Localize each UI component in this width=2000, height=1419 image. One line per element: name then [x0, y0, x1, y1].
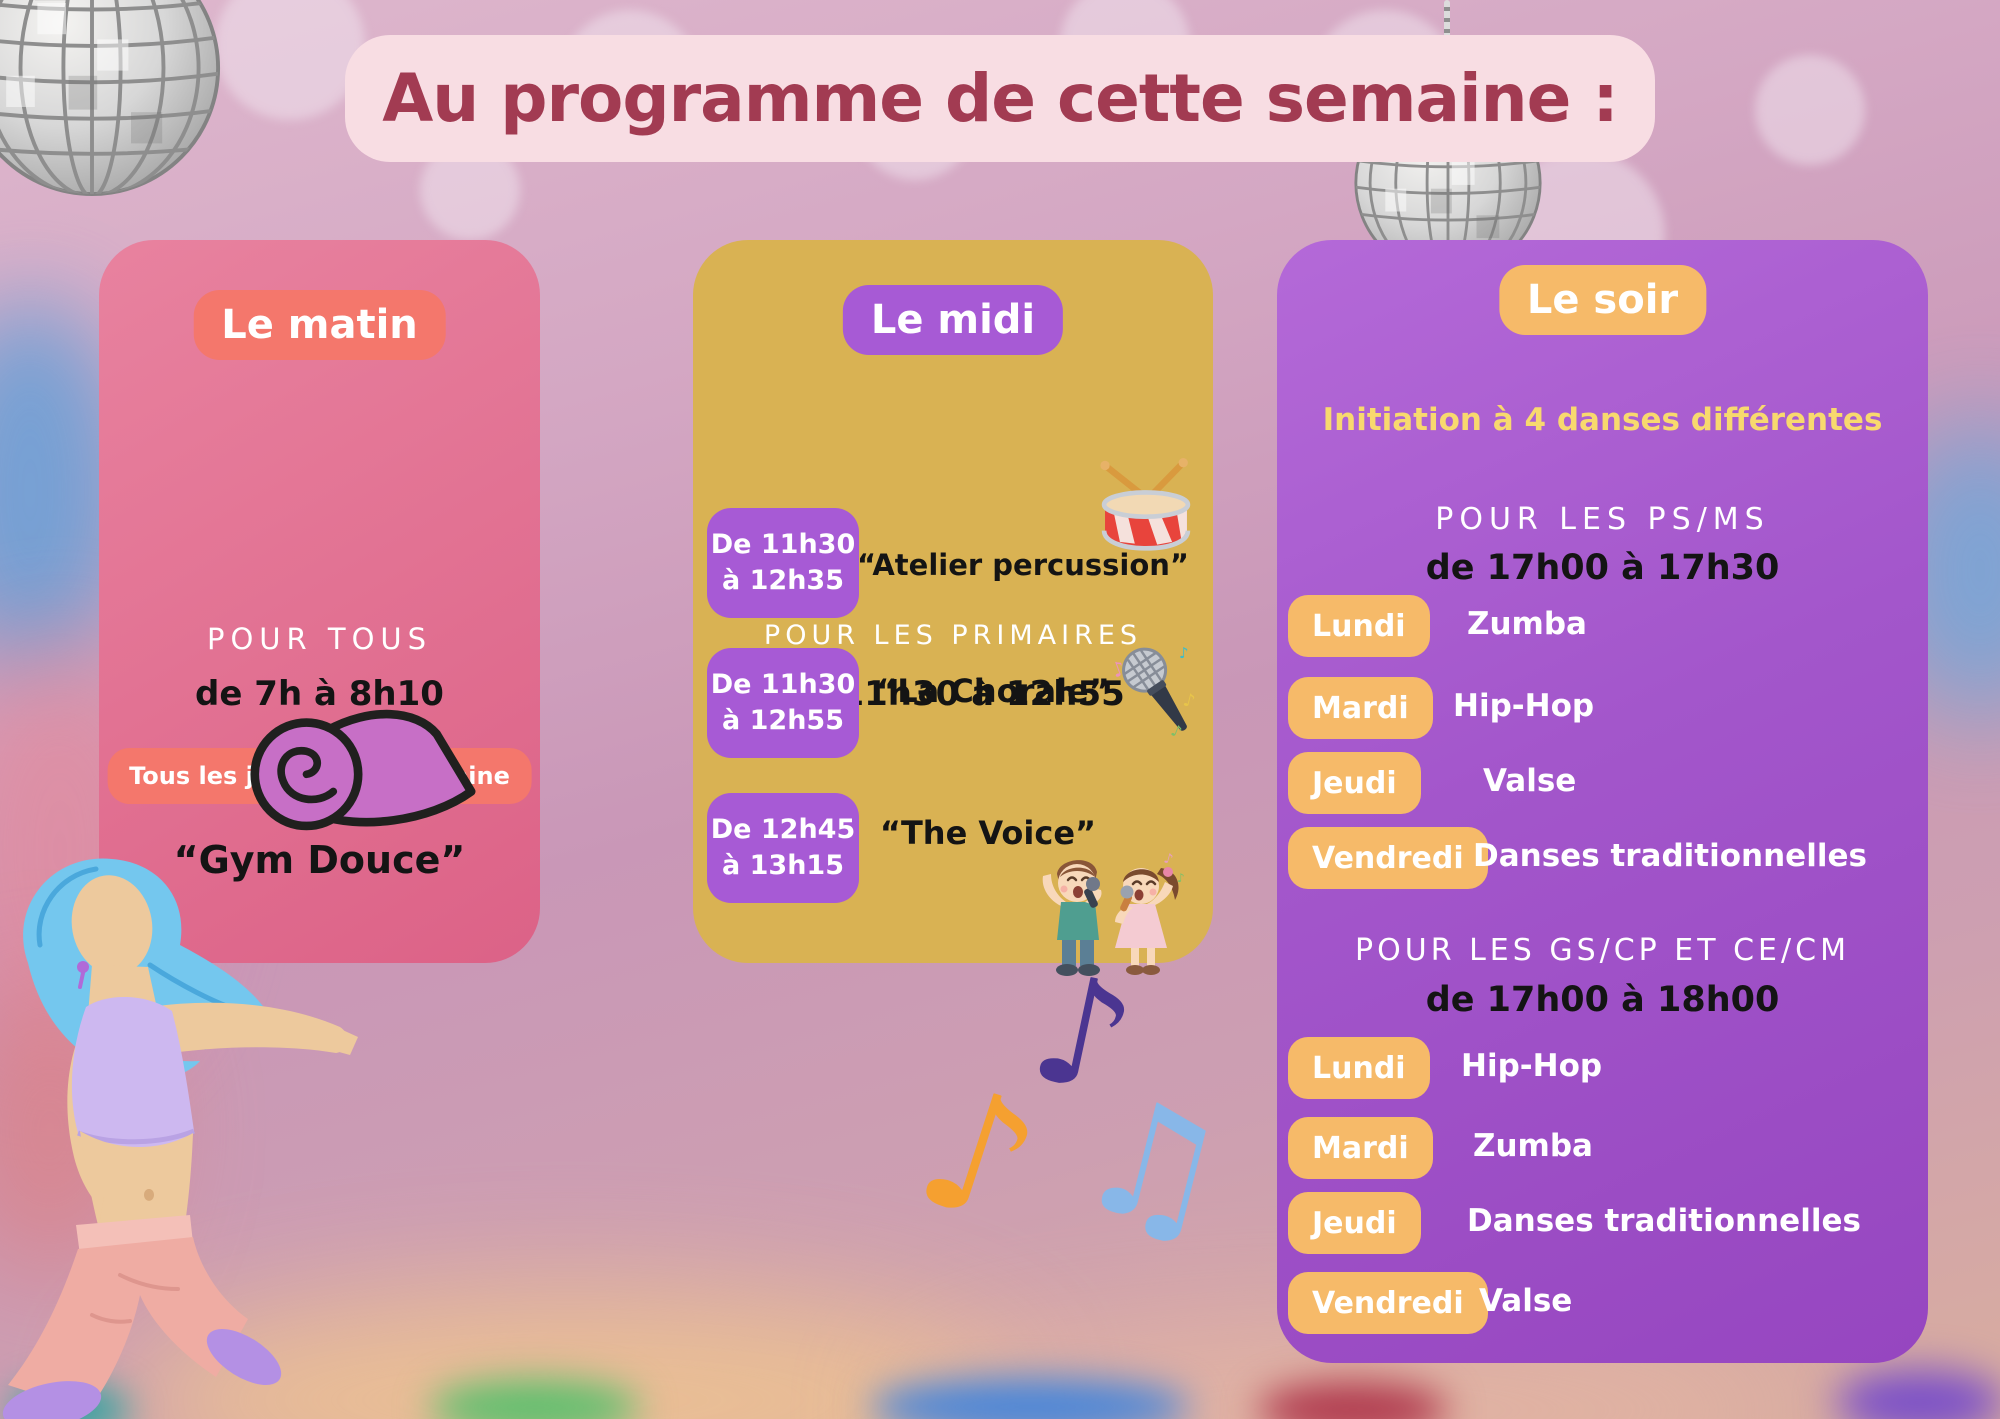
svg-text:♪: ♪ [1168, 720, 1185, 741]
slot-activity: “Atelier percussion” [857, 548, 1189, 582]
midday-audience: POUR LES PRIMAIRES [763, 620, 1143, 651]
slot-time-line: à 13h15 [722, 850, 844, 881]
day-label: Jeudi [1312, 1205, 1397, 1241]
morning-activity: “Gym Douce” [173, 838, 466, 882]
dance-activity: Danses traditionnelles [1467, 1203, 1861, 1239]
dance-activity: Valse [1483, 763, 1577, 799]
day-pill-mardi: Mardi [1288, 1117, 1433, 1179]
evening-section1-time: de 17h00 à 17h30 [1425, 548, 1780, 588]
evening-section2-audience: POUR LES GS/CP ET CE/CM [1355, 933, 1850, 968]
day-label: Mardi [1312, 690, 1409, 726]
midday-slot-time-pill: De 12h45 à 13h15 [707, 793, 859, 903]
dance-activity: Hip-Hop [1453, 688, 1595, 724]
floor-streak-red [1258, 1382, 1448, 1419]
card-midday: Le midi POUR LES PRIMAIRES de 11h30 à 12… [693, 240, 1213, 976]
dancer-illustration [2, 858, 358, 1419]
morning-time: de 7h à 8h10 [195, 674, 444, 714]
midday-slot-time-pill: De 11h30 à 12h35 [707, 508, 859, 618]
day-label: Lundi [1312, 608, 1406, 644]
day-pill-jeudi: Jeudi [1288, 752, 1421, 814]
card-morning: Le matin POUR TOUS de 7h à 8h10 Tous les… [99, 240, 540, 963]
svg-text:♪: ♪ [1181, 689, 1197, 712]
day-pill-vendredi: Vendredi [1288, 1272, 1488, 1334]
bokeh-dot [215, 0, 365, 120]
yoga-mat-icon [250, 709, 476, 831]
day-label: Jeudi [1312, 765, 1397, 801]
day-pill-vendredi: Vendredi [1288, 827, 1488, 889]
day-pill-mardi: Mardi [1288, 677, 1433, 739]
drum-icon [1100, 458, 1191, 551]
day-label: Mardi [1312, 1130, 1409, 1166]
evening-header-pill: Le soir [1498, 265, 1707, 335]
svg-text:♪: ♪ [1179, 644, 1189, 662]
slot-time-line: De 12h45 [710, 813, 856, 845]
day-pill-jeudi: Jeudi [1288, 1192, 1421, 1254]
day-label: Vendredi [1312, 1285, 1464, 1321]
day-pill-lundi: Lundi [1288, 595, 1430, 657]
morning-header-pill: Le matin [193, 290, 446, 360]
dance-activity: Danses traditionnelles [1473, 838, 1867, 874]
midday-header-pill: Le midi [842, 285, 1064, 355]
evening-header-label: Le soir [1526, 277, 1679, 323]
dance-activity: Hip-Hop [1461, 1048, 1603, 1084]
floor-streak-green [430, 1380, 640, 1419]
slot-activity: “La Chorale” [876, 672, 1110, 710]
morning-audience: POUR TOUS [206, 622, 433, 656]
disco-ball-icon [0, 0, 221, 197]
slot-activity: “The Voice” [879, 814, 1097, 852]
card-evening: Le soir Initiation à 4 danses différente… [1277, 240, 1928, 1363]
music-note-icon: ♪ [897, 1046, 1060, 1266]
morning-header-label: Le matin [221, 302, 418, 348]
day-label: Vendredi [1312, 840, 1464, 876]
dance-activity: Zumba [1473, 1128, 1593, 1164]
slot-time-line: De 11h30 [710, 528, 856, 560]
singing-kids-icon: ♪ ♪ [1042, 850, 1185, 976]
slot-time-line: à 12h35 [722, 565, 844, 596]
microphone-icon: ♪ ♪ ♪ ♪ [1113, 644, 1197, 742]
bokeh-dot [1755, 55, 1865, 165]
slot-time-line: De 11h30 [710, 668, 856, 700]
day-label: Lundi [1312, 1050, 1406, 1086]
dance-activity: Valse [1479, 1283, 1573, 1319]
midday-slot-time-pill: De 11h30 à 12h55 [707, 648, 859, 758]
floor-streak-purple [1835, 1370, 2000, 1419]
poster-title: Au programme de cette semaine : [382, 60, 1619, 137]
slot-time-line: à 12h55 [722, 705, 844, 736]
evening-section1-audience: POUR LES PS/MS [1435, 502, 1770, 537]
poster-title-banner: Au programme de cette semaine : [345, 35, 1655, 162]
evening-section2-time: de 17h00 à 18h00 [1425, 980, 1780, 1020]
svg-text:♪: ♪ [1177, 871, 1185, 885]
evening-subtitle: Initiation à 4 danses différentes [1322, 402, 1883, 438]
floor-streak-blue [870, 1378, 1190, 1419]
day-pill-lundi: Lundi [1288, 1037, 1430, 1099]
midday-header-label: Le midi [870, 297, 1036, 343]
dance-activity: Zumba [1467, 606, 1587, 642]
svg-text:♪: ♪ [1162, 850, 1175, 868]
